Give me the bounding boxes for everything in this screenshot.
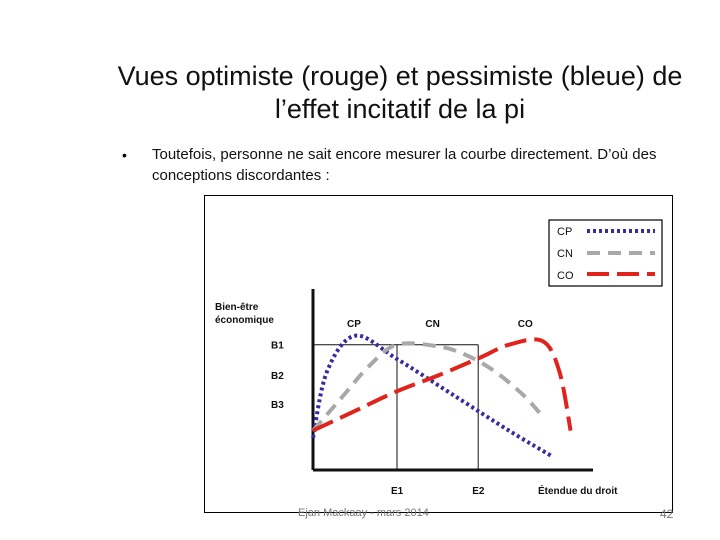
series-cp-line: [311, 333, 553, 458]
x-tick-e2: E2: [472, 486, 485, 497]
curve-label-co: CO: [518, 319, 533, 330]
y-axis-label-line1: Bien-être: [215, 302, 259, 313]
footer-text: Ejan Mackaay - mars 2014: [298, 507, 429, 519]
plot-area: E1 E2 B1 B2 B3 CP CN CO: [271, 289, 593, 497]
page-number: 42: [660, 507, 674, 521]
curve-label-cn: CN: [425, 319, 439, 330]
legend-label-cn: CN: [557, 248, 573, 260]
series-cn-line: [311, 341, 545, 432]
bullet-marker: •: [122, 147, 127, 163]
legend: CP CN CO: [548, 219, 663, 287]
curve-label-cp: CP: [347, 319, 361, 330]
legend-label-co: CO: [557, 270, 574, 282]
bullet-text: Toutefois, personne ne sait encore mesur…: [152, 146, 657, 184]
chart-svg: CP CN CO Bien-être économique Étendue du…: [215, 219, 663, 497]
slide-title: Vues optimiste (rouge) et pessimiste (bl…: [117, 61, 683, 124]
y-axis-label-line2: économique: [215, 315, 274, 326]
y-tick-b2: B2: [271, 371, 284, 382]
legend-label-cp: CP: [557, 226, 572, 238]
y-tick-b3: B3: [271, 400, 284, 411]
series-co-line: [312, 337, 573, 433]
y-tick-b1: B1: [271, 341, 284, 352]
chart-figure: CP CN CO Bien-être économique Étendue du…: [204, 195, 673, 513]
x-tick-e1: E1: [391, 486, 404, 497]
x-axis-label: Étendue du droit: [538, 484, 618, 497]
